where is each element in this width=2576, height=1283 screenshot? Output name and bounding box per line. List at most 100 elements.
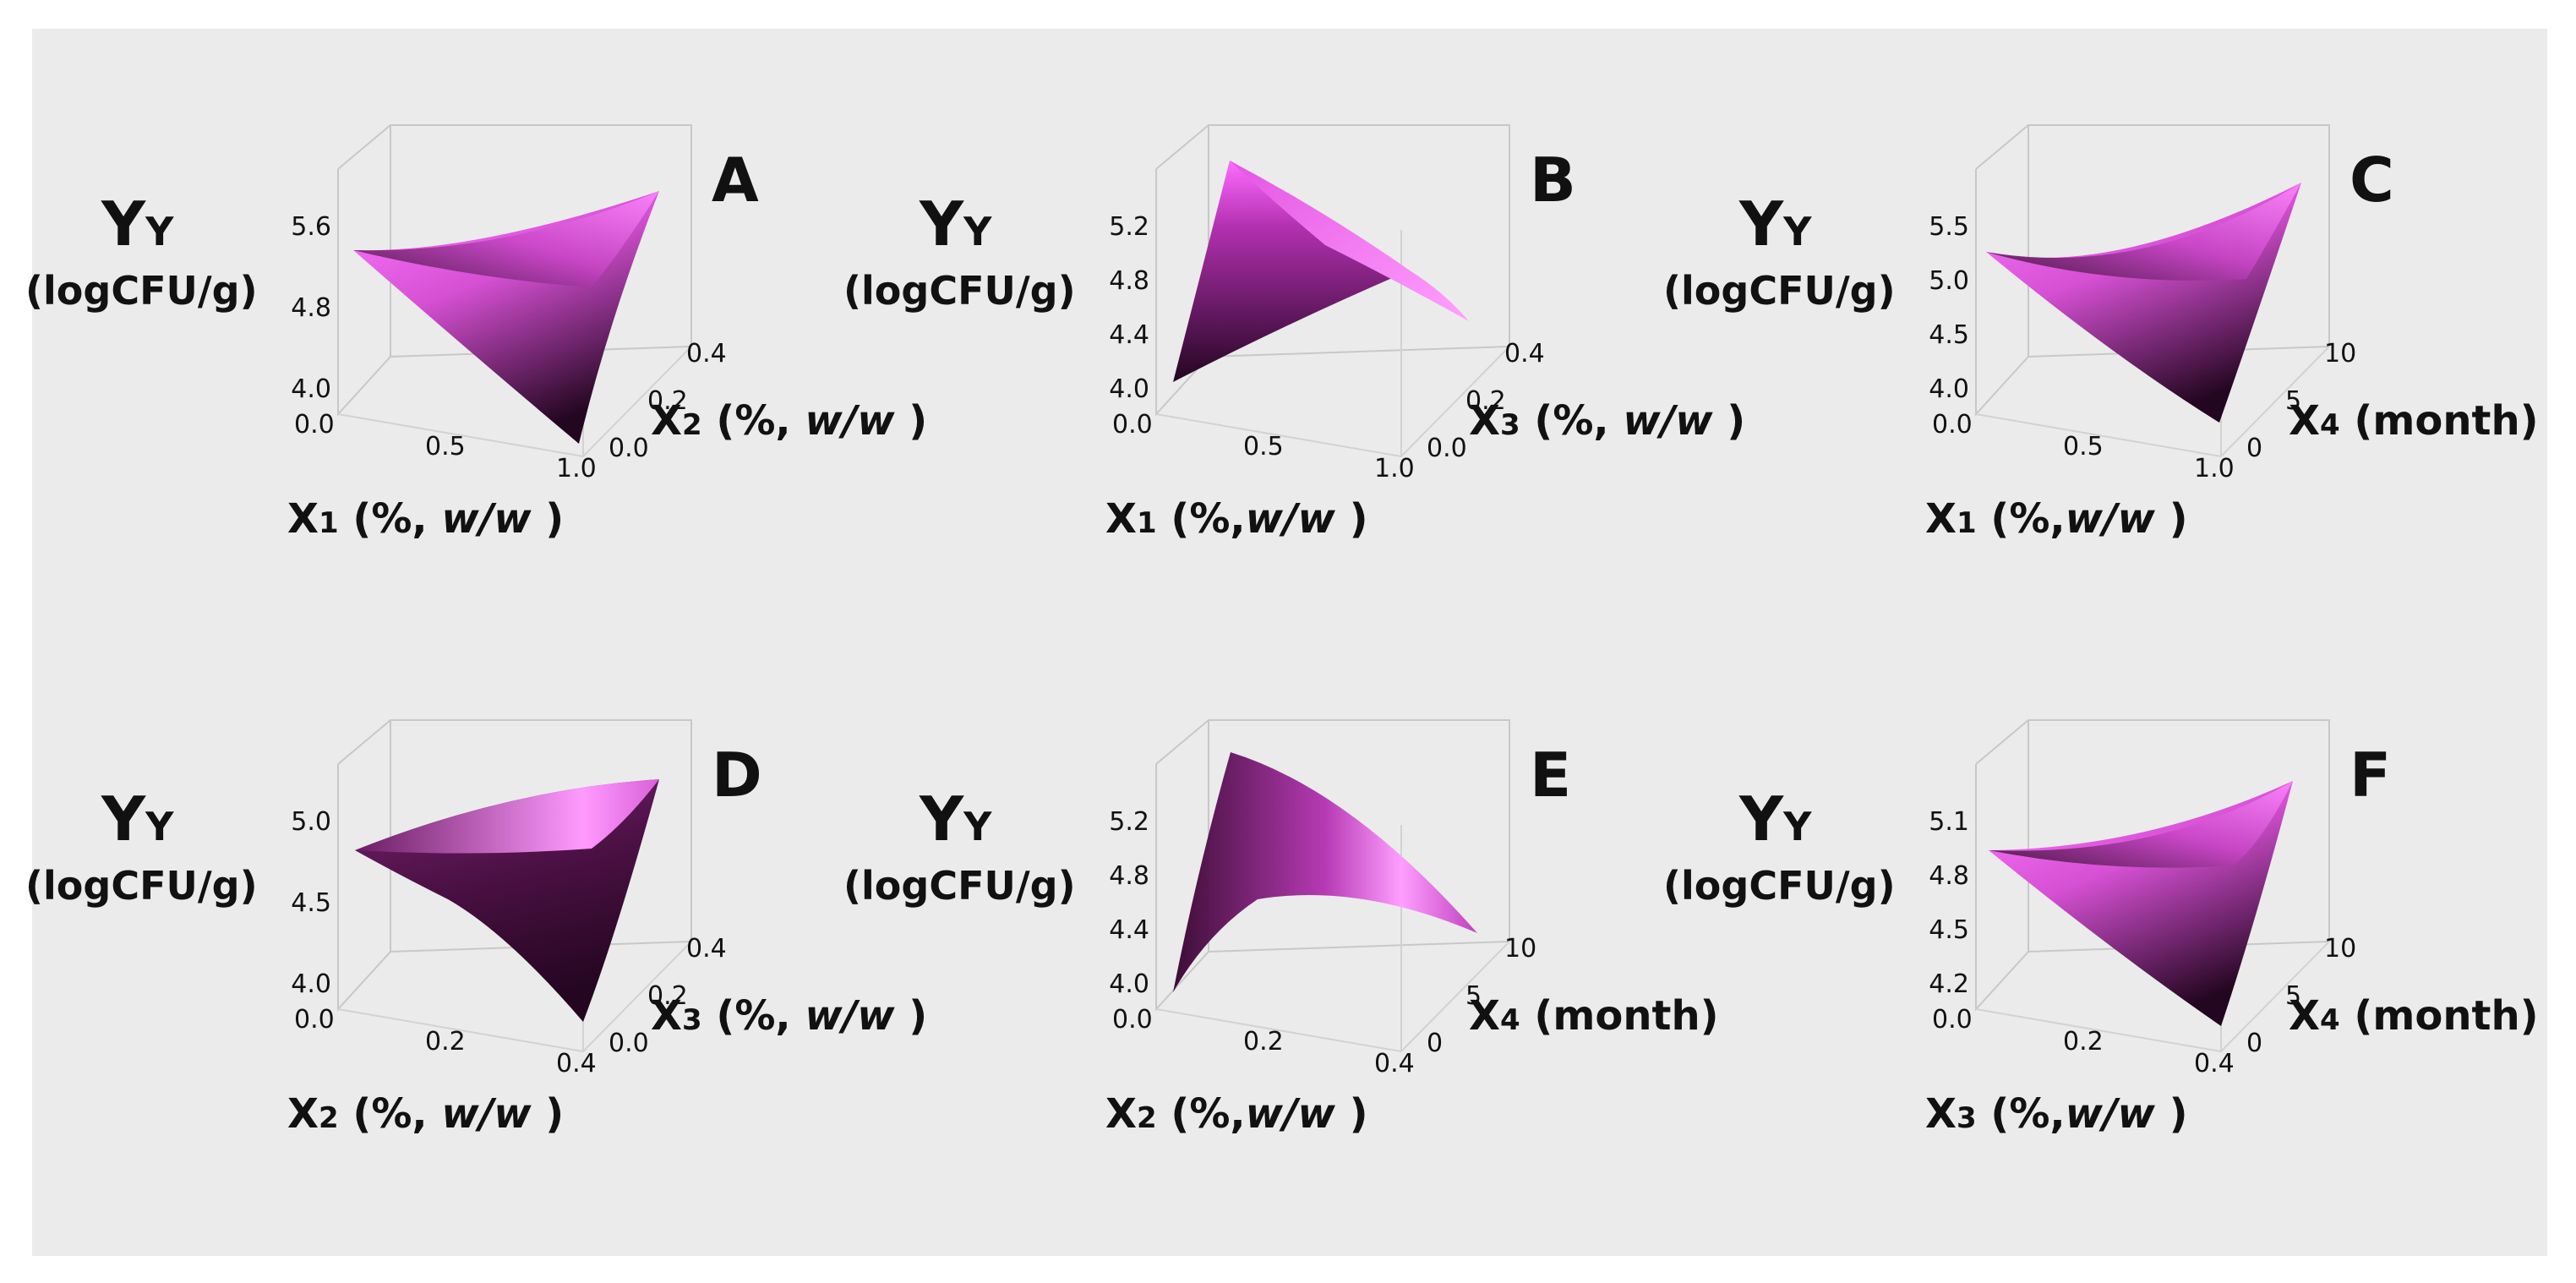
response-surface-2: [1986, 183, 2301, 281]
y-tick-label: 4.0: [291, 969, 331, 999]
x-tick-label: 0.4: [2194, 1049, 2235, 1078]
y-axis-units: (logCFU/g): [25, 268, 258, 314]
y-axis-units: (logCFU/g): [843, 863, 1076, 909]
x-tick-label: 1.0: [556, 454, 597, 483]
y-axis-title: YY: [919, 188, 992, 259]
x-tick-label: 0.5: [1243, 432, 1284, 461]
x-tick-label: 0.0: [294, 1005, 335, 1035]
cube-back-top: [1155, 124, 1510, 347]
panel-letter: F: [2350, 740, 2391, 811]
chart-panel-a: 5.6 4.8 4.0 0.0 0.5 1.0 0.0 0.2 0.4 YY (logCFU/g) X…: [25, 124, 927, 543]
chart-panel-f: 5.1 4.8 4.5 4.2 0.0 0.2 0.4 05 10 YY (logCFU/g) X3 …: [1663, 719, 2539, 1138]
y-axis-title: YY: [919, 783, 992, 854]
x-axis-title: X3 (%,w/w ): [1925, 1090, 2188, 1138]
y-tick-label: 4.4: [1109, 915, 1149, 945]
panel-letter: C: [2350, 145, 2394, 216]
z-tick-label: 5: [2285, 386, 2301, 416]
y-tick-label: 5.0: [291, 807, 331, 837]
y-axis-title: YY: [101, 188, 174, 259]
y-tick-label: 4.8: [1109, 266, 1149, 296]
x-tick-label: 0.0: [1112, 410, 1153, 439]
chart-panel-d: 5.0 4.5 4.0 0.0 0.2 0.4 0.0 0.2 0.4 YY (logCFU/g) X…: [25, 719, 927, 1138]
y-tick-label: 4.4: [1109, 320, 1149, 350]
x-tick-label: 0.0: [294, 410, 335, 439]
z-axis-title: X4 (month): [2289, 992, 2539, 1040]
panel-letter: B: [1530, 145, 1576, 216]
x-tick-label: 0.0: [1932, 410, 1973, 439]
response-surface-1: [1173, 161, 1410, 382]
y-axis-title: YY: [1738, 783, 1812, 854]
panel-letter: E: [1530, 740, 1571, 811]
y-tick-label: 4.0: [1109, 969, 1149, 999]
x-tick-label: 0.0: [1932, 1005, 1973, 1035]
cube-back-bottom: [1155, 764, 1510, 1012]
z-tick-label: 0.2: [1465, 386, 1506, 416]
y-tick-label: 4.8: [1109, 861, 1149, 891]
cube-back-bottom: [1155, 169, 1510, 417]
z-tick-label: 0.0: [609, 434, 649, 463]
cube-back-top: [1975, 124, 2330, 347]
cube-floor-front: [1155, 941, 1510, 1053]
z-tick-label: 10: [1504, 934, 1536, 964]
x-tick-label: 1.0: [2194, 454, 2235, 483]
z-tick-label: 0.0: [1427, 434, 1467, 463]
y-tick-label: 5.2: [1109, 212, 1149, 242]
x-tick-label: 0.4: [1374, 1049, 1415, 1078]
y-tick-label: 4.5: [1929, 915, 1969, 945]
y-axis-units: (logCFU/g): [843, 268, 1076, 314]
z-tick-label: 0: [1427, 1029, 1443, 1058]
z-tick-label: 0.2: [647, 386, 688, 416]
z-tick-label: 0.4: [686, 934, 727, 964]
z-tick-label: 0.2: [647, 981, 688, 1011]
panel-letter: D: [712, 740, 762, 811]
cube-back-top: [337, 124, 692, 347]
panel-letter: A: [712, 145, 759, 216]
cube-back-top: [337, 719, 692, 942]
x-tick-label: 0.2: [2063, 1027, 2104, 1056]
z-tick-label: 10: [2324, 339, 2356, 369]
z-axis-title: X3 (%, w/w ): [651, 992, 927, 1040]
y-tick-label: 5.1: [1929, 807, 1969, 837]
y-tick-label: 4.8: [1929, 861, 1969, 891]
z-tick-label: 0: [2246, 434, 2262, 463]
y-axis-title: YY: [1738, 188, 1812, 259]
response-surface-2: [353, 191, 659, 287]
y-tick-label: 5.5: [1929, 212, 1969, 242]
response-surface-2: [1230, 161, 1469, 321]
x-axis-title: X2 (%, w/w ): [287, 1090, 564, 1138]
chart-panel-c: 5.5 5.0 4.5 4.0 0.0 0.5 1.0 05 10 YY (logCFU/g) X1 …: [1663, 124, 2539, 543]
y-tick-label: 4.2: [1929, 969, 1969, 999]
z-tick-label: 0.4: [686, 339, 727, 369]
x-tick-label: 0.2: [1243, 1027, 1284, 1056]
y-tick-label: 4.0: [291, 374, 331, 404]
x-tick-label: 0.0: [1112, 1005, 1153, 1035]
x-axis-title: X1 (%, w/w ): [287, 495, 564, 543]
z-tick-label: 10: [2324, 934, 2356, 964]
z-tick-label: 5: [2285, 981, 2301, 1011]
chart-panel-e: 5.2 4.8 4.4 4.0 0.0 0.2 0.4 05 10 YY (logCFU/g) X2 …: [843, 719, 1719, 1138]
y-tick-label: 5.2: [1109, 807, 1149, 837]
cube-back-top: [1975, 719, 2330, 942]
y-axis-units: (logCFU/g): [1663, 268, 1896, 314]
x-tick-label: 0.2: [425, 1027, 466, 1056]
x-axis-title: X1 (%,w/w ): [1925, 495, 2188, 543]
y-tick-label: 5.0: [1929, 266, 1969, 296]
x-tick-label: 1.0: [1374, 454, 1415, 483]
z-axis-title: X4 (month): [2289, 397, 2539, 445]
y-axis-units: (logCFU/g): [1663, 863, 1896, 909]
y-tick-label: 4.8: [291, 293, 331, 323]
z-tick-label: 0.4: [1504, 339, 1545, 369]
response-surface-2: [1989, 781, 2293, 868]
y-tick-label: 4.0: [1109, 374, 1149, 404]
z-axis-title: X2 (%, w/w ): [651, 397, 927, 445]
cube-box: [337, 719, 692, 1053]
y-axis-units: (logCFU/g): [25, 863, 258, 909]
z-axis-title: X3 (%, w/w ): [1469, 397, 1745, 445]
z-tick-label: 0.0: [609, 1029, 649, 1058]
y-axis-title: YY: [101, 783, 174, 854]
z-tick-label: 0: [2246, 1029, 2262, 1058]
response-surface-1: [1173, 752, 1477, 992]
x-tick-label: 0.5: [2063, 432, 2104, 461]
x-tick-label: 0.5: [425, 432, 466, 461]
